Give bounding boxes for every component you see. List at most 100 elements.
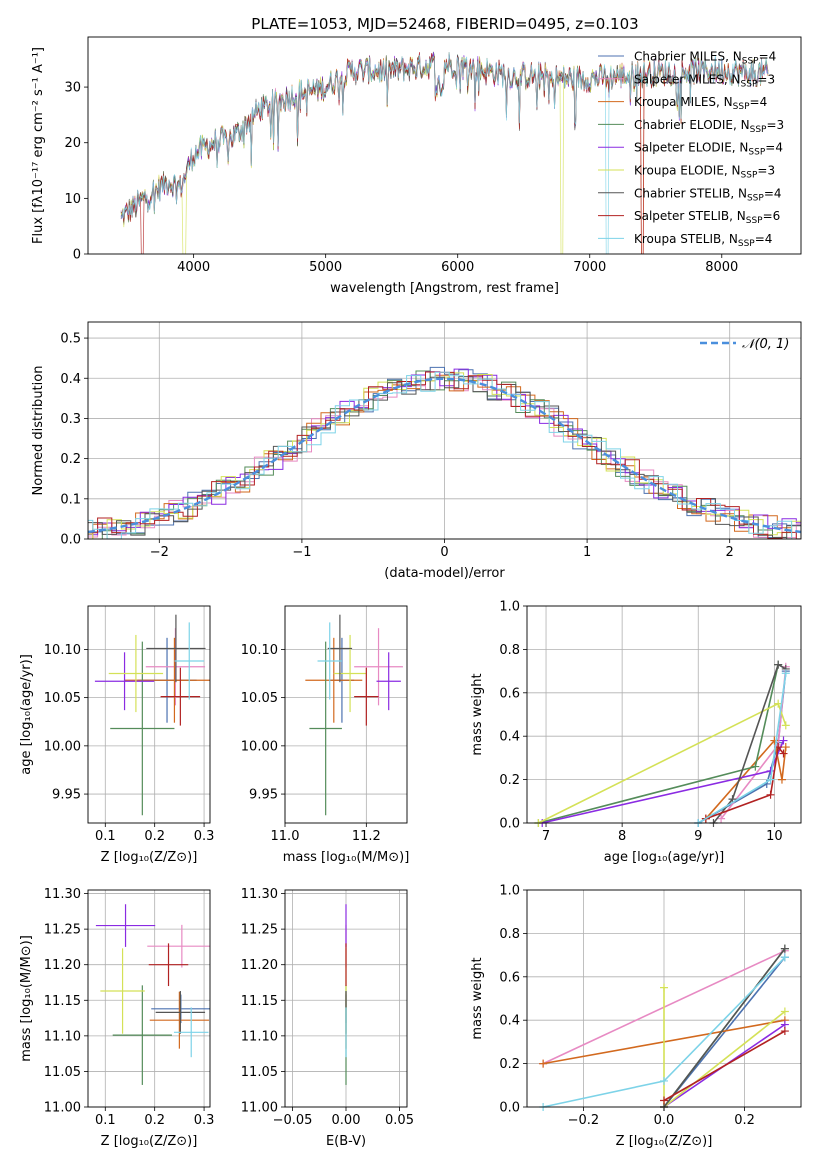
error-bars xyxy=(305,614,403,816)
y-tick-label: 0.4 xyxy=(499,1014,520,1029)
axes-frame xyxy=(526,889,802,1108)
weight-point-marker xyxy=(780,944,789,953)
y-tick-label: 0.2 xyxy=(499,1057,520,1072)
weight-series-line xyxy=(663,956,786,1108)
histogram-series xyxy=(88,376,801,539)
y-tick-label: 0.8 xyxy=(499,927,520,942)
weight-point-marker xyxy=(781,669,790,678)
y-tick-label: 0.0 xyxy=(60,533,81,548)
y-axis-label: age [log₁₀(age/yr)] xyxy=(19,654,34,775)
legend-entry: Kroupa ELODIE, NSSP=3 xyxy=(634,164,775,181)
x-tick-label: 0.2 xyxy=(144,1113,165,1128)
x-axis-label: (data-model)/error xyxy=(384,566,505,581)
x-axis-label: wavelength [Angstrom, rest frame] xyxy=(330,281,559,296)
weight-point-marker xyxy=(766,766,775,775)
axes-frame xyxy=(87,36,802,255)
y-tick-label: 10.10 xyxy=(241,643,278,658)
y-tick-label: 9.95 xyxy=(52,788,81,803)
x-tick-label: −0.05 xyxy=(273,1113,313,1128)
x-axis-label: mass [log₁₀(M/M⊙)] xyxy=(283,850,410,865)
y-tick-label: 0.0 xyxy=(499,817,520,832)
histogram-series xyxy=(88,372,801,539)
y-axis-label: Flux [fλ10⁻¹⁷ erg cm⁻² s⁻¹ A⁻¹] xyxy=(31,47,46,244)
weight-series-line xyxy=(697,673,787,824)
x-tick-label: 7 xyxy=(542,829,550,844)
weight-point-marker xyxy=(660,1096,668,1105)
y-tick-label: 11.25 xyxy=(241,923,278,938)
x-tick-label: 11.2 xyxy=(352,829,381,844)
x-axis-label: Z [log₁₀(Z/Z⊙)] xyxy=(101,1134,198,1149)
y-tick-label: 10.00 xyxy=(44,739,81,754)
y-tick-label: 11.05 xyxy=(44,1065,81,1080)
weight-point-marker xyxy=(781,721,790,730)
axes-frame xyxy=(526,605,802,824)
weight-series-line xyxy=(663,948,786,1108)
normal-reference-curve xyxy=(88,377,801,534)
legend-entry: Kroupa STELIB, NSSP=4 xyxy=(634,232,772,249)
histogram-series xyxy=(88,371,801,539)
y-tick-label: 0.0 xyxy=(499,1101,520,1116)
axes-frame xyxy=(87,605,211,824)
histograms xyxy=(88,366,801,539)
axes-frame xyxy=(284,889,408,1108)
axes-frame xyxy=(87,321,802,540)
axes-frame xyxy=(87,889,211,1108)
weight-series-line xyxy=(705,738,787,820)
x-tick-label: 0.3 xyxy=(194,1113,215,1128)
weight-series-line xyxy=(663,1030,786,1102)
weight-point-marker xyxy=(766,790,775,799)
spectrum-lines xyxy=(120,51,769,254)
x-tick-label: 6000 xyxy=(441,260,474,275)
y-tick-label: 11.00 xyxy=(44,1101,81,1116)
y-tick-label: 10.00 xyxy=(241,739,278,754)
x-tick-label: −2 xyxy=(150,545,169,560)
x-tick-label: 0 xyxy=(440,545,448,560)
y-tick-label: 10.05 xyxy=(44,691,81,706)
x-tick-label: 0.2 xyxy=(144,829,165,844)
mass-vs-Z-panel: 0.1 0.2 0.3 11.00 11.05 11.10 11.15 11.20 11.25 1… xyxy=(19,887,215,1149)
spectrum-panel: 4000 5000 6000 7000 8000 0 10 20 30 wavelength [A… xyxy=(31,36,802,296)
weight-point-marker xyxy=(780,953,789,962)
age-vs-Z-panel: 0.1 0.2 0.3 9.95 10.00 10.05 10.10 Z [log₁₀(Z/Z… xyxy=(19,605,215,865)
legend-entry: 𝒩(0, 1) xyxy=(742,337,789,352)
mass-vs-EBV-panel: −0.05 0.00 0.05 11.00 11.05 11.10 11.15 11.20 11… xyxy=(241,887,414,1149)
y-tick-label: 30 xyxy=(64,81,81,96)
legend-entry: Chabrier MILES, NSSP=4 xyxy=(634,50,776,67)
residual-panel: −2 −1 0 1 2 0.0 0.1 0.2 0.3 0.4 0.5 (data-model)/er… xyxy=(31,321,802,581)
y-tick-label: 0 xyxy=(73,248,81,263)
y-axis-label: mass weight xyxy=(470,957,485,1039)
x-tick-label: −1 xyxy=(292,545,311,560)
y-tick-label: 0.2 xyxy=(499,773,520,788)
histogram-series xyxy=(88,371,801,539)
weight-point-marker xyxy=(660,983,668,992)
y-tick-label: 0.8 xyxy=(499,643,520,658)
weight-series-line xyxy=(705,745,785,820)
x-tick-label: 9 xyxy=(694,829,702,844)
y-tick-label: 20 xyxy=(64,136,81,151)
x-tick-label: 5000 xyxy=(309,260,342,275)
x-tick-label: 0.0 xyxy=(654,1113,675,1128)
legend-entry: Salpeter STELIB, NSSP=6 xyxy=(634,209,780,226)
y-axis-label: mass weight xyxy=(470,673,485,755)
x-tick-label: 7000 xyxy=(573,260,606,275)
histogram-series xyxy=(88,366,801,539)
y-tick-label: 0.2 xyxy=(60,452,81,467)
figure-title: PLATE=1053, MJD=52468, FIBERID=0495, z=0… xyxy=(251,15,638,33)
x-tick-label: 2 xyxy=(726,545,734,560)
error-bars xyxy=(95,904,210,1085)
y-tick-label: 10 xyxy=(64,192,81,207)
y-tick-label: 11.15 xyxy=(241,994,278,1009)
y-tick-label: 10.05 xyxy=(241,691,278,706)
y-tick-label: 11.15 xyxy=(44,994,81,1009)
x-axis-label: Z [log₁₀(Z/Z⊙)] xyxy=(616,1134,713,1149)
weight-series-line xyxy=(542,740,785,824)
weight-point-marker xyxy=(751,762,760,771)
weight-point-marker xyxy=(781,743,790,752)
weight-point-marker xyxy=(539,1059,548,1068)
x-tick-label: 0.1 xyxy=(95,829,116,844)
x-tick-label: 0.3 xyxy=(194,829,215,844)
y-tick-label: 10.10 xyxy=(44,643,81,658)
weight-point-marker xyxy=(774,660,783,669)
y-tick-label: 11.10 xyxy=(44,1029,81,1044)
